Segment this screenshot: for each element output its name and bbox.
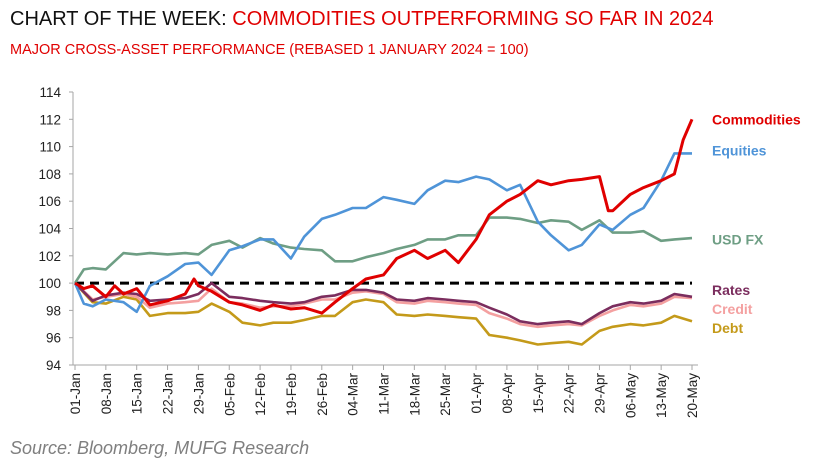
x-tick-label: 15-Jan xyxy=(130,373,145,414)
y-tick-label: 112 xyxy=(39,112,61,127)
y-tick-label: 104 xyxy=(38,222,61,237)
chart-title: CHART OF THE WEEK: COMMODITIES OUTPERFOR… xyxy=(10,8,713,31)
x-tick-label: 08-Apr xyxy=(500,373,515,414)
y-tick-label: 94 xyxy=(46,358,62,373)
x-tick-label: 29-Apr xyxy=(592,373,607,414)
x-tick-label: 11-Mar xyxy=(377,373,392,415)
x-tick-label: 26-Feb xyxy=(315,373,330,416)
legend-label-commodities: Commodities xyxy=(712,111,801,127)
x-tick-label: 20-May xyxy=(685,373,700,418)
series-line-equities xyxy=(73,152,692,314)
y-tick-label: 110 xyxy=(39,140,61,155)
x-tick-label: 22-Apr xyxy=(562,373,577,414)
series-line-usd-fx xyxy=(73,216,693,284)
x-tick-label: 01-Jan xyxy=(68,373,83,414)
y-tick-label: 108 xyxy=(38,167,61,182)
x-tick-label: 15-Apr xyxy=(531,373,546,414)
title-prefix: CHART OF THE WEEK: xyxy=(10,8,233,30)
legend-label-credit: Credit xyxy=(712,301,753,317)
series-line-rates xyxy=(74,281,693,326)
x-tick-label: 05-Feb xyxy=(222,373,237,416)
y-tick-label: 100 xyxy=(38,276,61,291)
y-tick-label: 98 xyxy=(46,303,61,318)
x-tick-label: 04-Mar xyxy=(346,373,361,416)
x-tick-label: 18-Mar xyxy=(407,373,422,416)
legend-label-equities: Equities xyxy=(712,143,767,159)
series-line-credit xyxy=(74,282,693,329)
y-tick-label: 114 xyxy=(39,85,61,100)
y-tick-label: 102 xyxy=(38,249,61,264)
title-highlight: COMMODITIES OUTPERFORMING SO FAR IN 2024 xyxy=(232,8,714,30)
x-tick-label: 13-May xyxy=(654,373,669,418)
x-tick-label: 25-Mar xyxy=(438,373,453,416)
legend-label-usd-fx: USD FX xyxy=(712,231,764,247)
series-line-commodities xyxy=(74,118,694,315)
series-line-debt xyxy=(74,282,693,346)
x-tick-label: 06-May xyxy=(623,373,638,418)
y-tick-label: 96 xyxy=(46,331,61,346)
x-tick-label: 29-Jan xyxy=(191,373,206,414)
legend-label-rates: Rates xyxy=(712,282,750,298)
y-tick-label: 106 xyxy=(38,194,61,209)
x-tick-label: 12-Feb xyxy=(253,373,268,416)
chart-subtitle: MAJOR CROSS-ASSET PERFORMANCE (REBASED 1… xyxy=(10,42,529,58)
x-tick-label: 01-Apr xyxy=(469,373,484,414)
source-note: Source: Bloomberg, MUFG Research xyxy=(10,438,310,458)
x-tick-label: 08-Jan xyxy=(99,373,114,414)
x-tick-label: 22-Jan xyxy=(161,373,176,414)
x-tick-label: 19-Feb xyxy=(284,373,299,416)
legend-label-debt: Debt xyxy=(712,320,743,336)
